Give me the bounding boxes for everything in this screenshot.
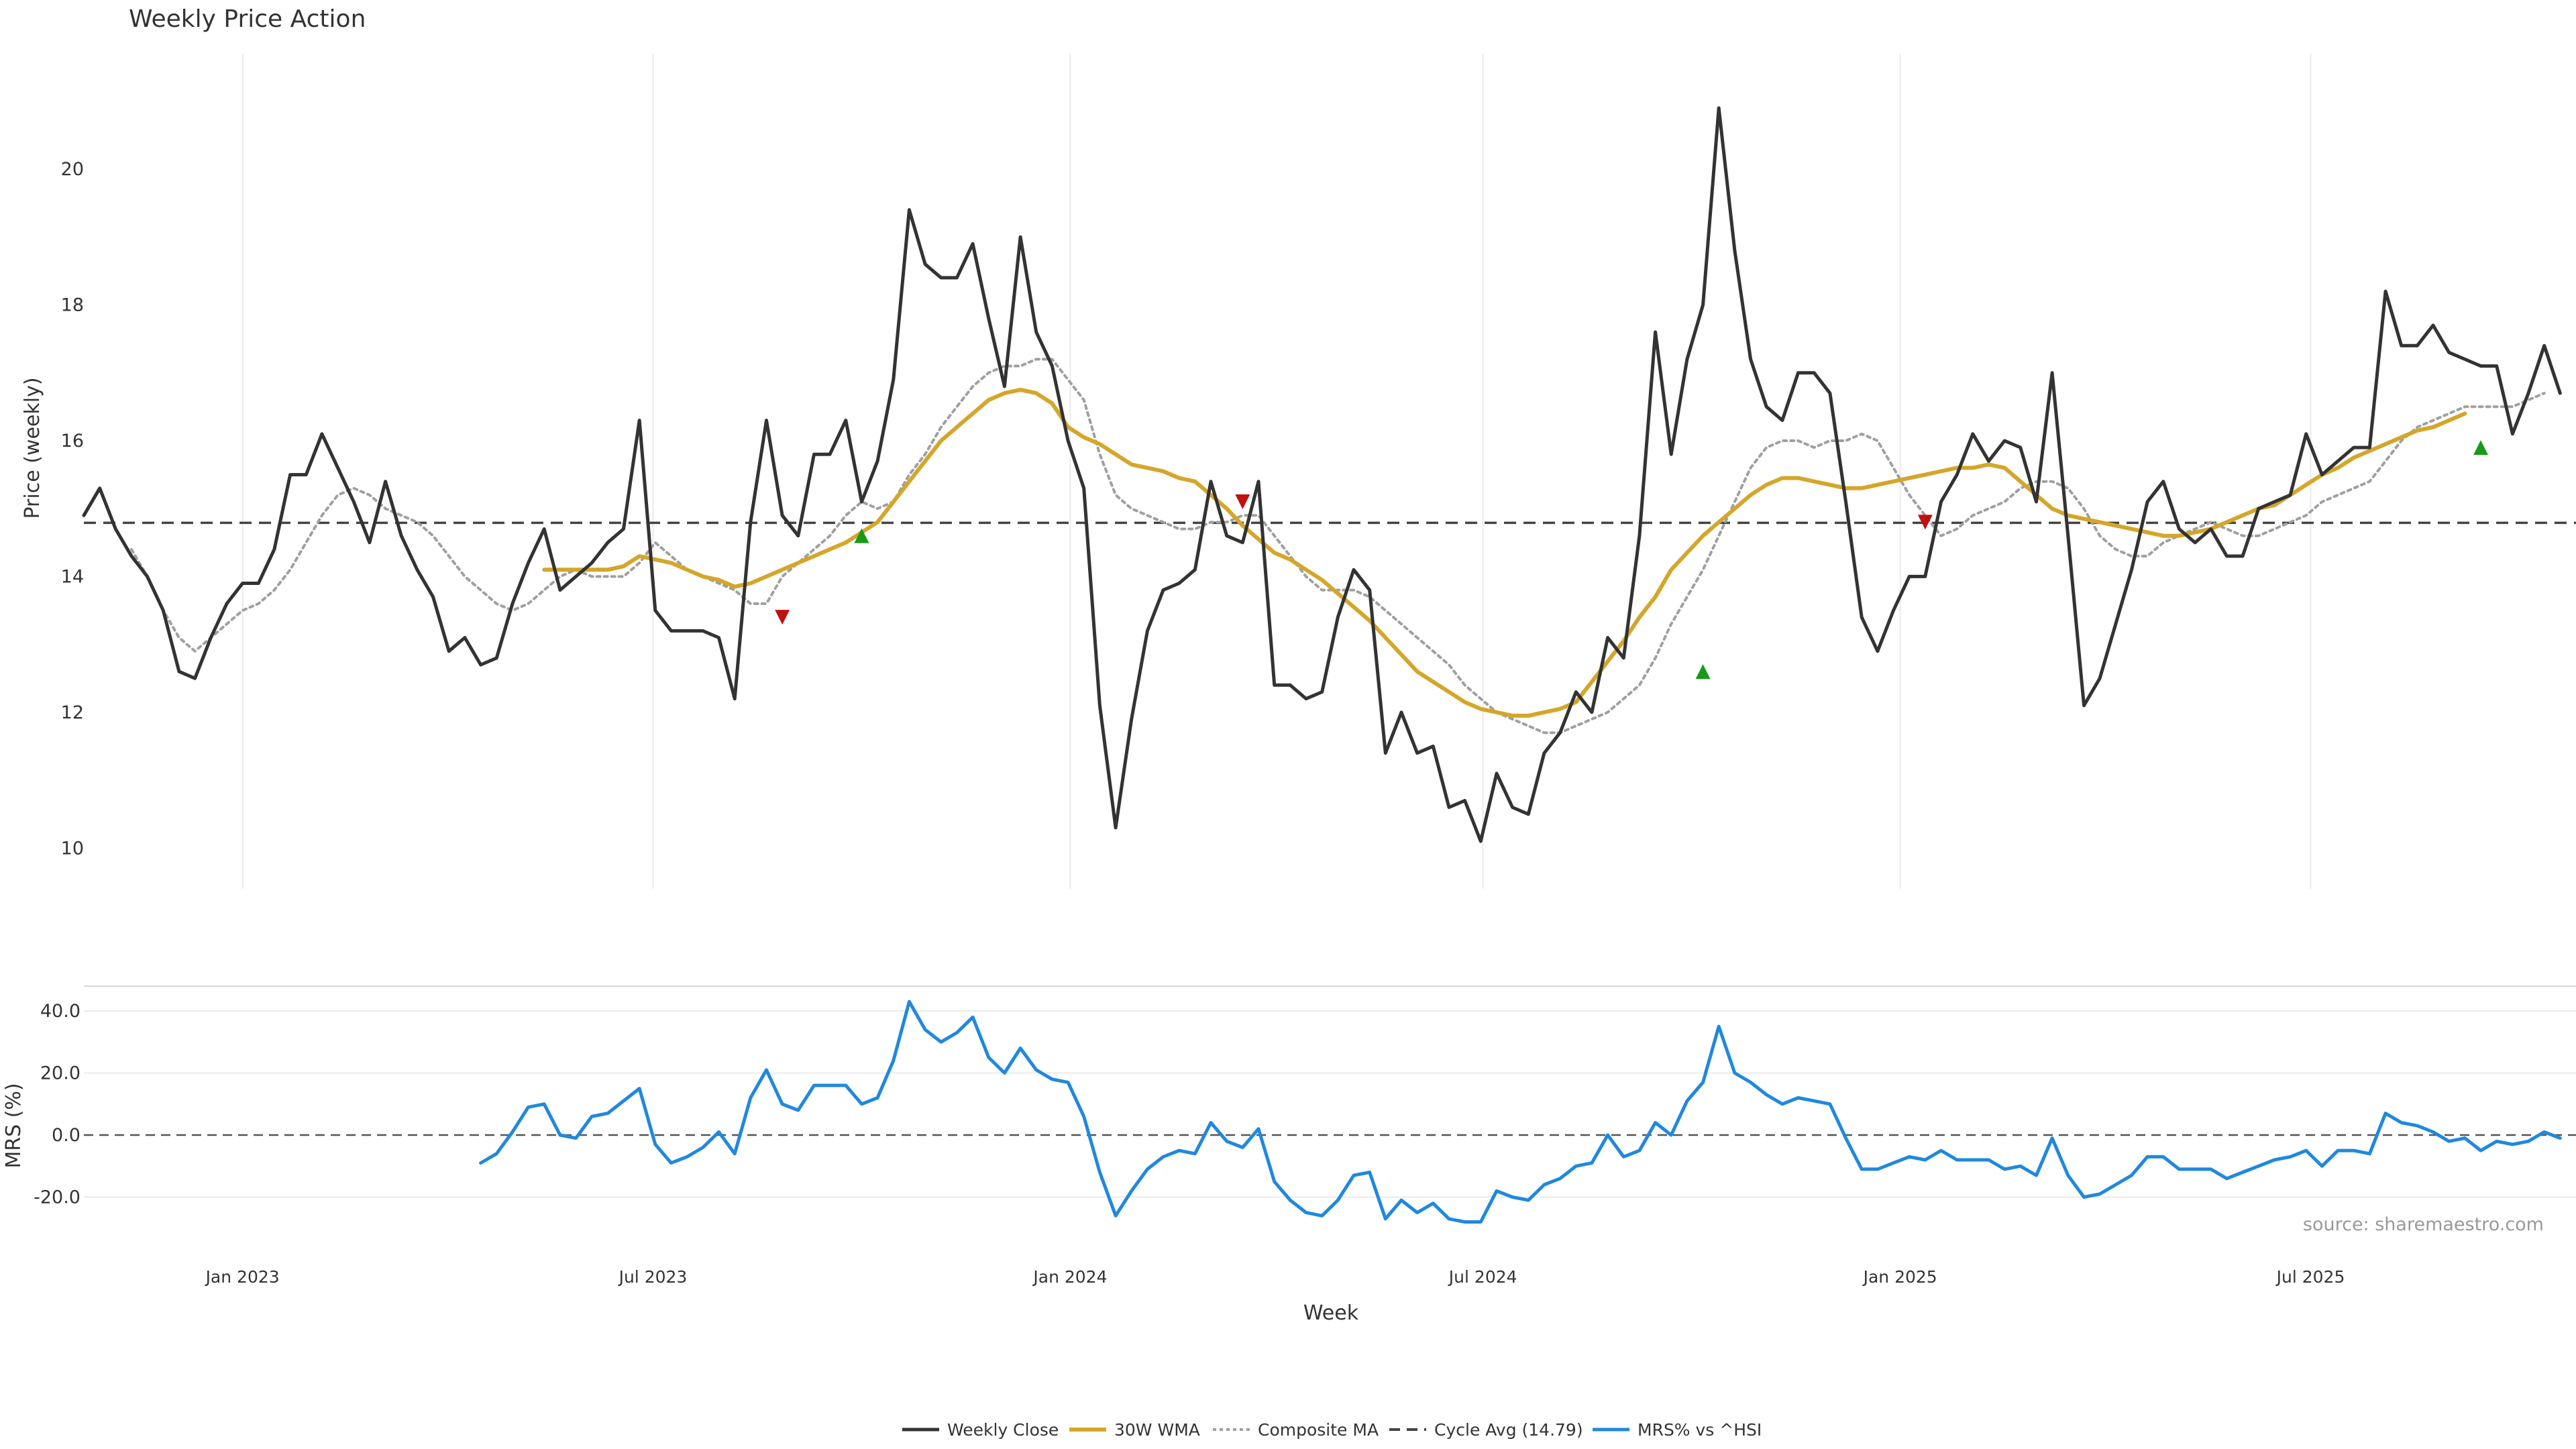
price-y-tick-label: 12 — [61, 702, 84, 723]
buy-signal-marker — [2473, 440, 2489, 455]
wma-30w-line — [542, 388, 2467, 718]
series-layer — [82, 106, 2562, 1224]
composite-ma-line — [130, 358, 2546, 735]
x-axis-label: Week — [1303, 1301, 1359, 1325]
sell-signal-marker — [1235, 494, 1250, 510]
mrs-y-tick-label: 40.0 — [40, 1001, 80, 1022]
mrs-y-tick-label: -20.0 — [34, 1187, 80, 1208]
price-y-tick-label: 14 — [61, 566, 84, 587]
chart-title: Weekly Price Action — [129, 5, 366, 33]
x-tick-label: Jan 2024 — [1032, 1267, 1107, 1287]
x-tick-label: Jan 2023 — [205, 1267, 280, 1287]
legend-label-cycle-avg: Cycle Avg (14.79) — [1434, 1420, 1583, 1440]
legend-label-weekly-close: Weekly Close — [947, 1420, 1059, 1440]
grid-layer — [84, 54, 2576, 1198]
x-tick-label: Jul 2024 — [1448, 1267, 1517, 1287]
price-y-tick-label: 18 — [61, 295, 84, 316]
mrs-y-axis-label: MRS (%) — [2, 1083, 25, 1168]
legend-label-30w-wma: 30W WMA — [1114, 1420, 1200, 1440]
sell-signal-marker — [775, 610, 790, 625]
signal-markers — [775, 440, 2489, 680]
buy-signal-marker — [1695, 664, 1711, 680]
reference-lines — [84, 521, 2576, 1136]
mrs-line — [479, 1000, 2562, 1224]
price-y-tick-label: 20 — [61, 159, 84, 180]
mrs-y-tick-label: 0.0 — [52, 1125, 80, 1146]
price-y-tick-label: 10 — [61, 838, 84, 859]
sell-signal-marker — [1917, 515, 1933, 530]
tick-labels: Jan 2023 Jul 2023 Jan 2024 Jul 2024 Jan 2025… — [34, 159, 2345, 1287]
x-tick-label: Jan 2025 — [1862, 1267, 1937, 1287]
buy-signal-marker — [854, 528, 869, 543]
legend-label-mrs: MRS% vs ^HSI — [1638, 1420, 1762, 1440]
price-y-tick-label: 16 — [61, 431, 84, 451]
legend-label-composite-ma: Composite MA — [1258, 1420, 1379, 1440]
x-tick-label: Jul 2023 — [618, 1267, 688, 1287]
legend: Weekly Close 30W WMA Composite MA Cycle … — [902, 1420, 1762, 1440]
mrs-y-tick-label: 20.0 — [40, 1063, 80, 1084]
weekly-close-line — [82, 106, 2562, 843]
source-note: source: sharemaestro.com — [2303, 1214, 2544, 1235]
price-y-axis-label: Price (weekly) — [21, 377, 44, 519]
x-tick-label: Jul 2025 — [2275, 1267, 2345, 1287]
